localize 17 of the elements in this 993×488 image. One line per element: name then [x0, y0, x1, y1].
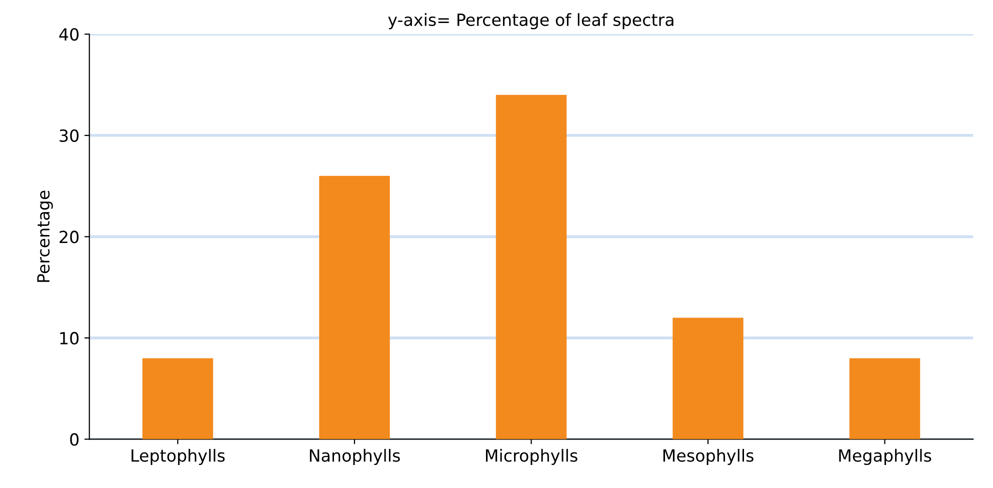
bar — [849, 358, 920, 440]
chart-title: y-axis= Percentage of leaf spectra — [388, 13, 674, 30]
y-axis-title: Percentage — [37, 190, 53, 282]
bar — [142, 358, 214, 440]
x-tick-label: Microphylls — [486, 448, 578, 466]
y-tick-label: 10 — [60, 332, 79, 345]
x-tick-label: Nanophylls — [310, 448, 400, 466]
bar — [319, 176, 390, 440]
bar — [672, 318, 744, 440]
x-tick-label: Megaphylls — [839, 448, 932, 466]
x-tick-label: Leptophylls — [132, 448, 225, 466]
bar — [496, 94, 567, 440]
y-tick-label: 30 — [60, 129, 79, 142]
x-tick-label: Mesophylls — [663, 448, 754, 466]
y-tick-label: 40 — [59, 28, 79, 41]
y-tick-label: 20 — [60, 230, 79, 244]
y-tick-label: 0 — [70, 433, 79, 446]
